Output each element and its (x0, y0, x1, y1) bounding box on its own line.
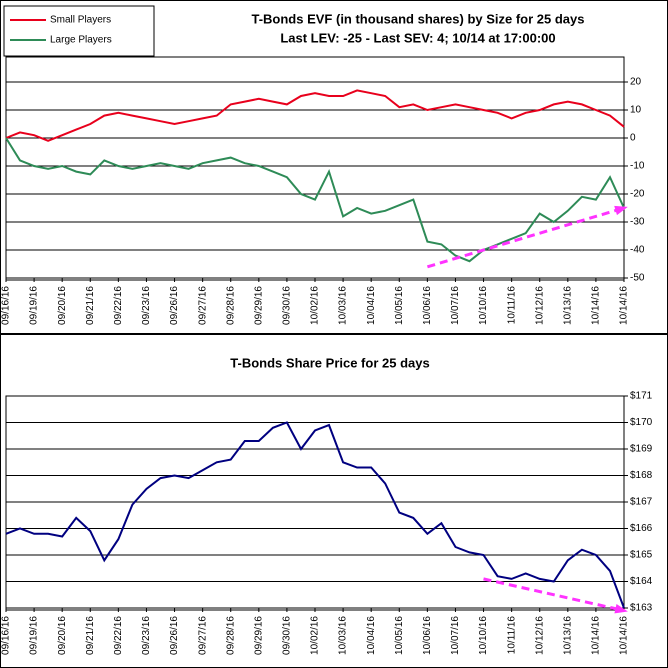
x-tick-label: 09/26/16 (169, 286, 180, 325)
x-tick-label: 09/27/16 (197, 286, 208, 325)
trend-line (483, 577, 625, 613)
y-tick-label: $170 (630, 417, 653, 428)
x-tick-label: 09/30/16 (282, 286, 293, 325)
x-tick-label: 10/07/16 (450, 286, 461, 325)
plot-frame (5, 395, 625, 611)
x-tick-label: 10/10/16 (478, 286, 489, 325)
x-tick-label: 10/03/16 (338, 616, 349, 655)
x-tick-label: 09/23/16 (141, 286, 152, 325)
y-tick-label: -50 (630, 273, 645, 284)
trend-line (426, 206, 625, 269)
x-tick-label: 10/10/16 (478, 616, 489, 655)
x-tick-label: 09/21/16 (85, 286, 96, 325)
y-tick-label: 0 (630, 133, 636, 144)
x-tick-label: 10/14/16 (619, 616, 630, 655)
x-tick-label: 09/29/16 (253, 286, 264, 325)
x-tick-label: 10/14/16 (591, 286, 602, 325)
x-tick-label: 10/11/16 (506, 286, 517, 325)
data-line (5, 421, 625, 609)
x-tick-label: 09/16/16 (1, 286, 12, 325)
x-tick-label: 10/12/16 (534, 616, 545, 655)
x-tick-label: 09/28/16 (225, 616, 236, 655)
x-tick-label: 09/21/16 (85, 616, 96, 655)
x-tick-label: 09/29/16 (253, 616, 264, 655)
x-tick-label: 09/28/16 (225, 286, 236, 325)
y-tick-label: $164 (630, 576, 653, 587)
y-tick-label: $167 (630, 497, 653, 508)
x-tick-label: 09/20/16 (57, 616, 68, 655)
legend-label: Large Players (50, 35, 112, 46)
data-line (5, 89, 625, 142)
x-tick-label: 10/05/16 (394, 616, 405, 655)
y-tick-label: 10 (630, 105, 642, 116)
x-tick-label: 09/16/16 (1, 616, 12, 655)
y-tick-label: $166 (630, 523, 653, 534)
x-tick-label: 10/02/16 (310, 616, 321, 655)
y-tick-label: $168 (630, 470, 653, 481)
x-tick-label: 10/04/16 (366, 616, 377, 655)
x-tick-label: 10/04/16 (366, 286, 377, 325)
y-tick-label: $165 (630, 550, 653, 561)
x-tick-label: 10/07/16 (450, 616, 461, 655)
x-tick-label: 09/19/16 (29, 286, 40, 325)
y-tick-label: -20 (630, 189, 645, 200)
y-tick-label: 20 (630, 77, 642, 88)
x-tick-label: 10/12/16 (534, 286, 545, 325)
x-tick-label: 09/26/16 (169, 616, 180, 655)
y-tick-label: $169 (630, 444, 653, 455)
x-tick-label: 09/23/16 (141, 616, 152, 655)
x-tick-label: 09/30/16 (282, 616, 293, 655)
legend-box (3, 5, 155, 57)
y-tick-label: -30 (630, 217, 645, 228)
y-tick-label: $163 (630, 603, 653, 614)
chart-subtitle: Last LEV: -25 - Last SEV: 4; 10/14 at 17… (280, 30, 555, 45)
x-tick-label: 10/06/16 (422, 286, 433, 325)
x-tick-label: 10/14/16 (619, 286, 630, 325)
legend-label: Small Players (50, 15, 111, 26)
x-tick-label: 10/03/16 (338, 286, 349, 325)
x-tick-label: 09/27/16 (197, 616, 208, 655)
plot-frame (5, 56, 625, 281)
trend-arrowhead (614, 205, 628, 216)
x-tick-label: 09/22/16 (113, 616, 124, 655)
x-tick-label: 10/13/16 (562, 616, 573, 655)
x-tick-label: 10/11/16 (506, 616, 517, 655)
x-tick-label: 10/14/16 (591, 616, 602, 655)
chart-title: T-Bonds EVF (in thousand shares) by Size… (251, 11, 584, 26)
x-tick-label: 10/02/16 (310, 286, 321, 325)
trend-arrowhead (614, 604, 628, 614)
x-tick-label: 09/19/16 (29, 616, 40, 655)
x-tick-label: 10/13/16 (562, 286, 573, 325)
data-line (5, 137, 625, 263)
x-tick-label: 10/06/16 (422, 616, 433, 655)
chart-title: T-Bonds Share Price for 25 days (230, 355, 429, 370)
y-tick-label: $171 (630, 391, 653, 402)
y-tick-label: -40 (630, 245, 645, 256)
x-tick-label: 09/22/16 (113, 286, 124, 325)
x-tick-label: 09/20/16 (57, 286, 68, 325)
x-tick-label: 10/05/16 (394, 286, 405, 325)
y-tick-label: -10 (630, 161, 645, 172)
